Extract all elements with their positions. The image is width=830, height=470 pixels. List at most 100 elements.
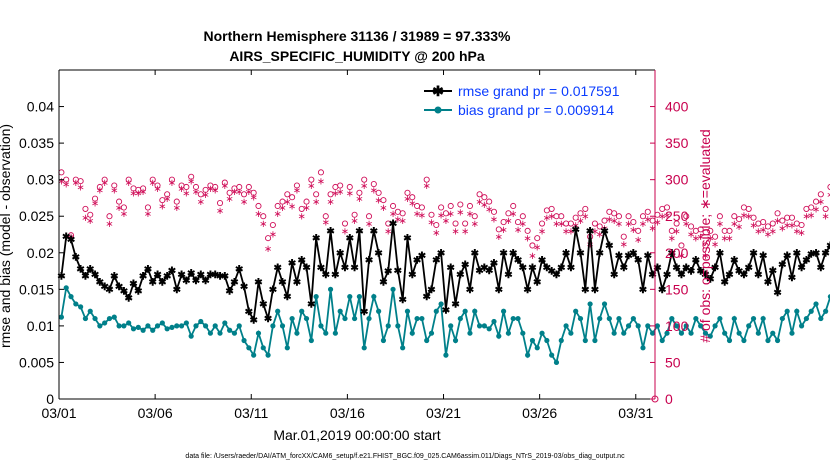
legend-bias-marker: [434, 106, 442, 114]
obs-possible-point: [572, 214, 579, 221]
obs-possible-point: [577, 210, 584, 217]
bias-point: [712, 323, 718, 329]
obs-possible-point: [212, 183, 219, 191]
bias-point: [145, 323, 151, 329]
bias-point: [299, 308, 305, 314]
y-tick-label-right: 0: [665, 391, 673, 407]
y-tick-label-right: 300: [665, 172, 689, 188]
rmse-point: ✱: [692, 256, 701, 267]
obs-evaluated-point: ∗: [475, 197, 483, 208]
rmse-point: ✱: [600, 226, 609, 237]
obs-evaluated-point: ∗: [677, 251, 685, 262]
obs-possible-point: [308, 176, 315, 183]
obs-possible-point: [293, 182, 300, 189]
x-tick-label: 03/26: [522, 405, 557, 421]
bias-point: [664, 330, 670, 336]
y-tick-label-right: 350: [665, 135, 689, 151]
obs-evaluated-point: ∗: [288, 201, 296, 212]
y-tick-label-left: 0.04: [27, 99, 54, 115]
rmse-point: ✱: [437, 248, 446, 259]
obs-possible-point: [202, 186, 209, 193]
rmse-point: ✱: [687, 267, 696, 278]
obs-evaluated-point: ∗: [273, 209, 281, 220]
bias-point: [289, 315, 295, 322]
bias-point: [698, 323, 704, 329]
obs-evaluated-point: ∗: [153, 184, 161, 195]
obs-possible-point: [159, 197, 166, 204]
rmse-point: ✱: [163, 272, 172, 283]
rmse-point: ✱: [302, 263, 311, 274]
legend-bias-label: bias grand pr = 0.009914: [458, 102, 614, 118]
y-tick-label-left: 0.01: [27, 318, 54, 334]
obs-evaluated-point: ∗: [302, 203, 310, 214]
obs-possible-point: [490, 208, 498, 215]
rmse-point: ✱: [91, 270, 100, 281]
rmse-point: ✱: [124, 294, 133, 305]
obs-possible-point: [428, 211, 435, 218]
bias-point: [486, 326, 492, 332]
bias-point: [58, 314, 65, 320]
obs-evaluated-point: ∗: [187, 177, 195, 188]
rmse-point: ✱: [447, 263, 456, 274]
obs-possible-point: [346, 183, 353, 191]
bias-point: [813, 301, 819, 307]
obs-possible-point: [111, 182, 118, 189]
bias-point: [121, 323, 127, 329]
obs-possible-point: [639, 213, 647, 220]
bias-point: [577, 315, 584, 322]
obs-possible-point: [409, 194, 416, 201]
bias-point: [202, 323, 209, 329]
obs-possible-point: [750, 214, 757, 221]
obs-evaluated-point: ∗: [701, 251, 709, 262]
obs-possible-point: [284, 191, 291, 198]
obs-possible-point: [500, 219, 507, 226]
y-tick-label-right: 100: [665, 318, 689, 334]
bias-point: [404, 308, 411, 314]
obs-evaluated-point: ∗: [663, 210, 671, 221]
obs-evaluated-point: ∗: [562, 226, 570, 237]
rmse-point: ✱: [427, 285, 436, 296]
obs-evaluated-point: ∗: [461, 226, 469, 237]
rmse-point: ✱: [153, 270, 162, 281]
bias-point: [366, 315, 372, 322]
obs-evaluated-point: ∗: [432, 228, 440, 239]
rmse-point: ✱: [422, 292, 431, 303]
obs-possible-point: [197, 191, 204, 198]
bias-point: [448, 323, 454, 329]
rmse-point: ✱: [466, 285, 475, 296]
obs-possible-point: [375, 189, 382, 196]
y-tick-label-left: 0.025: [19, 208, 54, 224]
obs-evaluated-point: ∗: [658, 212, 666, 223]
bias-point: [592, 337, 598, 344]
bias-point: [87, 308, 93, 314]
bias-point: [803, 315, 810, 322]
bias-point: [318, 323, 324, 329]
obs-evaluated-point: ∗: [384, 226, 392, 237]
obs-evaluated-point: ∗: [245, 187, 253, 198]
obs-possible-point: [183, 183, 190, 191]
obs-evaluated-point: ∗: [596, 229, 604, 240]
bias-point: [130, 326, 137, 332]
obs-evaluated-point: ∗: [298, 212, 306, 223]
bias-point: [606, 315, 612, 322]
bias-point: [491, 318, 497, 325]
obs-evaluated-point: ∗: [519, 219, 527, 230]
bias-point: [150, 327, 156, 333]
obs-evaluated-point: ∗: [120, 209, 128, 220]
bias-point: [505, 330, 512, 336]
bias-point: [106, 315, 113, 322]
obs-evaluated-point: ∗: [514, 225, 522, 236]
rmse-point: ✱: [754, 270, 763, 281]
obs-evaluated-point: ∗: [225, 194, 233, 205]
rmse-point: ✱: [177, 270, 186, 281]
rmse-point: ✱: [288, 259, 297, 270]
bias-point: [241, 337, 247, 344]
obs-possible-point: [433, 221, 440, 229]
obs-possible-point: [164, 191, 171, 198]
obs-evaluated-point: ∗: [682, 219, 690, 230]
bias-point: [270, 323, 276, 329]
bias-point: [525, 352, 531, 358]
rmse-point: ✱: [735, 267, 744, 278]
bias-point: [327, 286, 334, 292]
obs-possible-point: [471, 213, 478, 220]
